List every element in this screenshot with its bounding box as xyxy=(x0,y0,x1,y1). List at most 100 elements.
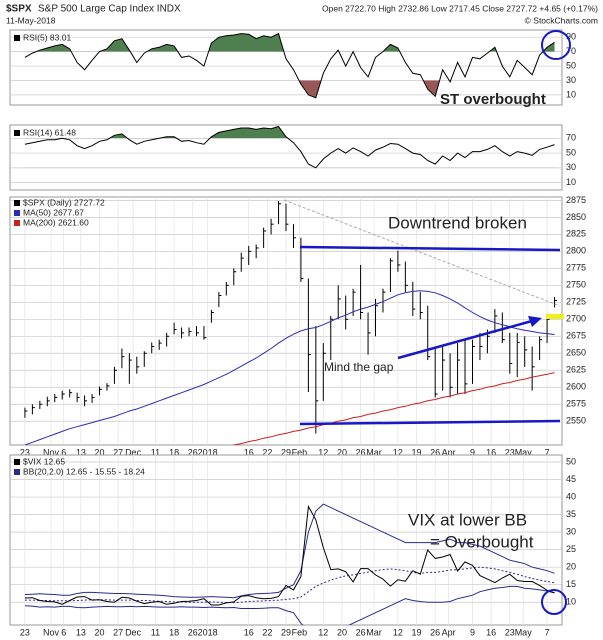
highlight-circle xyxy=(541,589,567,615)
y-tick-label: 30 xyxy=(566,162,576,172)
ma-line xyxy=(24,290,555,445)
y-tick-label: 2700 xyxy=(566,314,586,324)
x-tick-label: 6 xyxy=(61,447,66,457)
annotation: Downtrend broken xyxy=(388,213,527,232)
y-tick-label: 2775 xyxy=(566,263,586,273)
y-tick-label: 10 xyxy=(566,177,576,187)
x-tick-label: 26 xyxy=(356,627,366,637)
x-tick-label: Mar xyxy=(366,627,382,637)
x-tick-label: 26 xyxy=(430,447,440,457)
x-tick-label: 18 xyxy=(169,627,179,637)
y-tick-label: 40 xyxy=(566,491,576,501)
x-tick-label: 22 xyxy=(262,447,272,457)
series-line xyxy=(24,32,555,99)
x-tick-label: Feb xyxy=(292,447,308,457)
x-tick-label: 9 xyxy=(470,627,475,637)
x-tick-label: 16 xyxy=(244,627,254,637)
x-tick-label: 22 xyxy=(262,627,272,637)
x-tick-label: 2018 xyxy=(198,627,218,637)
y-tick-label: 10 xyxy=(566,597,576,607)
index-name: S&P 500 Large Cap Index INDX xyxy=(38,4,181,15)
y-tick-label: 30 xyxy=(566,526,576,536)
x-tick-label: Dec xyxy=(125,447,142,457)
ma-line xyxy=(231,372,555,445)
x-tick-label: 18 xyxy=(169,447,179,457)
annotation: = Overbought xyxy=(430,532,534,551)
x-tick-label: 23 xyxy=(20,447,30,457)
annotation: Mind the gap xyxy=(324,360,394,374)
date: 11-May-2018 xyxy=(6,15,56,25)
highlight xyxy=(546,314,564,319)
x-tick-label: 16 xyxy=(244,447,254,457)
y-tick-label: 2825 xyxy=(566,229,586,239)
y-tick-label: 2675 xyxy=(566,331,586,341)
x-tick-label: 12 xyxy=(393,627,403,637)
panel-frame xyxy=(9,29,563,106)
y-tick-label: 2850 xyxy=(566,212,586,222)
x-tick-label: 9 xyxy=(470,447,475,457)
legend-label: BB(20,2.0) 12.65 - 15.55 - 18.24 xyxy=(23,466,145,476)
x-tick-label: 16 xyxy=(486,447,496,457)
band-lower xyxy=(24,585,555,625)
annotation: VIX at lower BB xyxy=(408,510,527,529)
legend-label: RSI(5) 83.01 xyxy=(23,32,71,42)
x-tick-label: 23 xyxy=(505,627,515,637)
annotation: ST overbought xyxy=(440,91,546,108)
x-tick-label: Mar xyxy=(366,447,382,457)
legend-label: MA(50) 2677.67 xyxy=(23,207,84,217)
legend-swatch xyxy=(14,35,20,41)
legend-label: MA(200) 2621.60 xyxy=(23,217,89,227)
x-tick-label: 23 xyxy=(20,627,30,637)
y-tick-label: 50 xyxy=(566,60,576,70)
quote: Open 2722.70 High 2732.86 Low 2717.45 Cl… xyxy=(322,3,598,13)
y-tick-label: 25 xyxy=(566,544,576,554)
y-tick-label: 10 xyxy=(566,89,576,99)
legend-label: RSI(14) 61.48 xyxy=(23,127,76,137)
y-tick-label: 2800 xyxy=(566,246,586,256)
x-tick-label: Dec xyxy=(125,627,142,637)
x-tick-label: Apr xyxy=(442,447,456,457)
x-tick-label: 20 xyxy=(337,627,347,637)
legend-swatch xyxy=(14,130,20,136)
y-tick-label: 2625 xyxy=(566,365,586,375)
legend-swatch xyxy=(14,220,20,226)
legend-swatch xyxy=(14,200,20,206)
x-tick-label: Nov xyxy=(43,447,60,457)
x-tick-label: 11 xyxy=(151,627,160,637)
y-tick-label: 50 xyxy=(566,456,576,466)
x-tick-label: 12 xyxy=(393,447,403,457)
panel-frame xyxy=(9,124,563,191)
y-tick-label: 2650 xyxy=(566,348,586,358)
y-tick-label: 2725 xyxy=(566,297,586,307)
x-tick-label: 11 xyxy=(151,447,160,457)
x-tick-label: 20 xyxy=(95,447,105,457)
x-tick-label: 27 xyxy=(113,447,123,457)
y-tick-label: 15 xyxy=(566,579,576,589)
legend-swatch xyxy=(14,210,20,216)
x-tick-label: 23 xyxy=(505,447,515,457)
x-tick-label: 20 xyxy=(95,627,105,637)
plot-area xyxy=(10,197,562,445)
highlight-circle xyxy=(541,30,571,60)
x-tick-label: Feb xyxy=(292,627,308,637)
trend-line xyxy=(283,199,561,307)
y-tick-label: 2750 xyxy=(566,280,586,290)
x-tick-label: 26 xyxy=(188,447,198,457)
x-tick-label: 7 xyxy=(545,447,550,457)
x-tick-label: 20 xyxy=(337,447,347,457)
x-tick-label: 26 xyxy=(430,627,440,637)
range-bottom xyxy=(299,419,561,426)
x-tick-label: 29 xyxy=(281,447,291,457)
x-tick-label: 26 xyxy=(356,447,366,457)
y-tick-label: 2550 xyxy=(566,416,586,426)
x-tick-label: 6 xyxy=(61,627,66,637)
x-tick-label: 12 xyxy=(318,627,328,637)
x-tick-label: 12 xyxy=(318,447,328,457)
plot-area xyxy=(10,455,562,625)
legend-swatch xyxy=(14,459,20,465)
x-tick-label: 27 xyxy=(113,627,123,637)
x-tick-label: 13 xyxy=(76,627,86,637)
y-tick-label: 35 xyxy=(566,509,576,519)
y-tick-label: 90 xyxy=(566,32,576,42)
